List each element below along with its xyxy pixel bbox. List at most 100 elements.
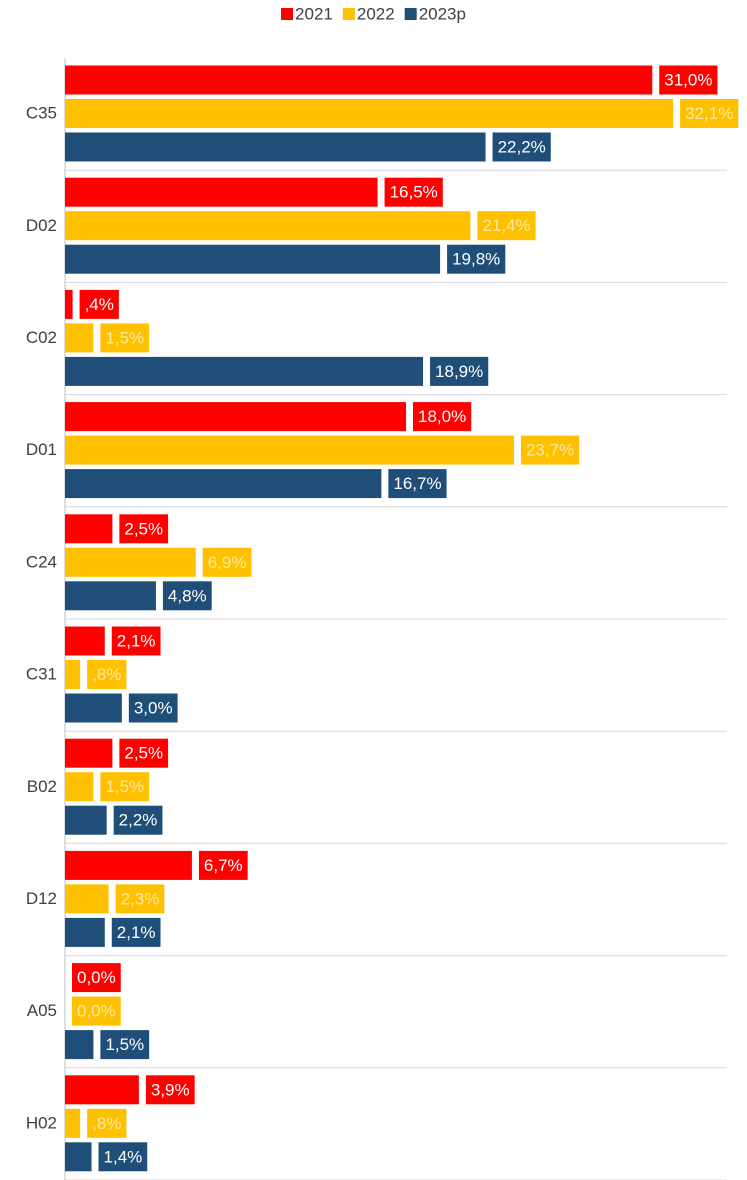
bar bbox=[65, 772, 94, 802]
data-label: 2,1% bbox=[117, 631, 156, 650]
data-label-box bbox=[100, 772, 150, 802]
legend-swatch bbox=[404, 8, 417, 20]
data-label: ,4% bbox=[85, 295, 114, 314]
data-label-box bbox=[198, 850, 248, 880]
data-label: 18,9% bbox=[435, 362, 483, 381]
data-label: 1,5% bbox=[105, 777, 144, 796]
data-label-box bbox=[87, 1108, 127, 1138]
data-label: ,8% bbox=[92, 665, 121, 684]
data-label: 1,5% bbox=[105, 1035, 144, 1054]
bar bbox=[65, 917, 105, 947]
data-label-box bbox=[72, 963, 121, 993]
data-label: 21,4% bbox=[482, 216, 530, 235]
data-label-box bbox=[128, 693, 178, 723]
data-label: 6,9% bbox=[208, 553, 247, 572]
data-label-box bbox=[119, 514, 169, 544]
data-label: 2,5% bbox=[124, 744, 163, 763]
data-label-box bbox=[384, 177, 443, 207]
data-label-box bbox=[202, 547, 252, 577]
bar bbox=[65, 402, 406, 432]
legend-swatch bbox=[342, 8, 355, 20]
bar bbox=[65, 547, 196, 577]
y-tick-label: D02 bbox=[26, 216, 57, 235]
y-tick-label: H02 bbox=[26, 1113, 57, 1132]
legend-label: 2021 bbox=[295, 4, 333, 23]
data-label-box bbox=[162, 581, 212, 611]
data-label: 0,0% bbox=[77, 968, 116, 987]
bar bbox=[65, 1108, 81, 1138]
bar bbox=[65, 805, 107, 835]
data-label: 2,5% bbox=[124, 519, 163, 538]
bar bbox=[65, 660, 81, 689]
legend-label: 2022 bbox=[357, 4, 395, 23]
data-label: ,8% bbox=[92, 1114, 121, 1133]
data-label: 1,4% bbox=[104, 1147, 143, 1166]
data-label-box bbox=[100, 1030, 150, 1060]
data-label: 19,8% bbox=[452, 250, 500, 269]
data-label-box bbox=[477, 211, 536, 241]
data-label-box bbox=[447, 244, 506, 274]
data-label-box bbox=[520, 435, 580, 465]
data-label-box bbox=[680, 99, 739, 128]
data-label: 1,5% bbox=[105, 328, 144, 347]
data-label: 6,7% bbox=[204, 856, 243, 875]
data-label-box bbox=[79, 289, 119, 319]
data-label: 22,2% bbox=[498, 137, 546, 156]
data-label: 23,7% bbox=[526, 441, 574, 460]
data-label-box bbox=[115, 884, 165, 914]
y-tick-label: C02 bbox=[26, 328, 57, 347]
data-label-box bbox=[111, 917, 161, 947]
bar bbox=[65, 289, 73, 319]
bar bbox=[65, 693, 122, 723]
data-label: 2,1% bbox=[117, 923, 156, 942]
data-label-box bbox=[492, 132, 551, 162]
bar bbox=[65, 1030, 94, 1060]
data-label: 16,5% bbox=[390, 183, 438, 202]
bar bbox=[65, 132, 486, 162]
bar bbox=[65, 850, 192, 880]
bar bbox=[65, 738, 113, 768]
data-label: 31,0% bbox=[664, 70, 712, 89]
legend-swatch bbox=[281, 8, 294, 20]
y-tick-label: D01 bbox=[26, 440, 57, 459]
data-label-box bbox=[430, 356, 489, 386]
bar bbox=[65, 99, 674, 128]
bar bbox=[65, 211, 471, 241]
bar bbox=[65, 244, 441, 274]
data-label-box bbox=[72, 996, 121, 1026]
bar bbox=[65, 514, 113, 544]
data-label: 32,1% bbox=[685, 104, 733, 123]
data-label-box bbox=[659, 65, 718, 95]
bar bbox=[65, 1075, 139, 1105]
bar bbox=[65, 1142, 92, 1172]
legend-label: 2023p bbox=[419, 4, 466, 23]
bar bbox=[65, 65, 653, 95]
data-label: 2,3% bbox=[121, 889, 160, 908]
data-label-box bbox=[100, 323, 150, 353]
y-tick-label: A05 bbox=[27, 1001, 57, 1020]
data-label-box bbox=[87, 660, 127, 689]
bar bbox=[65, 177, 378, 207]
bar bbox=[65, 469, 382, 499]
data-label: 16,7% bbox=[393, 474, 441, 493]
data-label: 0,0% bbox=[77, 1002, 116, 1021]
data-label-box bbox=[413, 402, 472, 432]
data-label: 18,0% bbox=[418, 407, 466, 426]
bar bbox=[65, 884, 109, 914]
data-label: 2,2% bbox=[119, 811, 158, 830]
bar bbox=[65, 626, 105, 656]
y-tick-label: D12 bbox=[26, 889, 57, 908]
data-label-box bbox=[111, 626, 161, 656]
bar bbox=[65, 435, 514, 465]
data-label: 4,8% bbox=[168, 586, 207, 605]
data-label: 3,0% bbox=[134, 698, 173, 717]
y-tick-label: C35 bbox=[26, 104, 57, 123]
bar bbox=[65, 356, 424, 386]
y-tick-label: B02 bbox=[27, 777, 57, 796]
data-label-box bbox=[145, 1075, 195, 1105]
data-label: 3,9% bbox=[151, 1080, 190, 1099]
y-tick-label: C31 bbox=[26, 665, 57, 684]
data-label-box bbox=[113, 805, 163, 835]
